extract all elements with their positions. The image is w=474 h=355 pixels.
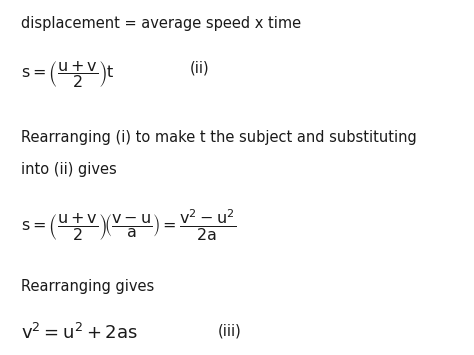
Text: (ii): (ii) — [190, 60, 209, 75]
Text: (iii): (iii) — [218, 323, 242, 338]
Text: $\mathsf{s=\left(\dfrac{u+v}{2}\right)t}$: $\mathsf{s=\left(\dfrac{u+v}{2}\right)t}… — [21, 59, 115, 89]
Text: $\mathsf{v^2=u^2+2as}$: $\mathsf{v^2=u^2+2as}$ — [21, 323, 138, 343]
Text: displacement = average speed x time: displacement = average speed x time — [21, 16, 301, 31]
Text: Rearranging (i) to make t the subject and substituting: Rearranging (i) to make t the subject an… — [21, 130, 417, 144]
Text: Rearranging gives: Rearranging gives — [21, 279, 155, 294]
Text: into (ii) gives: into (ii) gives — [21, 162, 117, 176]
Text: $\mathsf{s=\left(\dfrac{u+v}{2}\right)\!\left(\dfrac{v-u}{a}\right)=\dfrac{v^2-u: $\mathsf{s=\left(\dfrac{u+v}{2}\right)\!… — [21, 208, 237, 244]
